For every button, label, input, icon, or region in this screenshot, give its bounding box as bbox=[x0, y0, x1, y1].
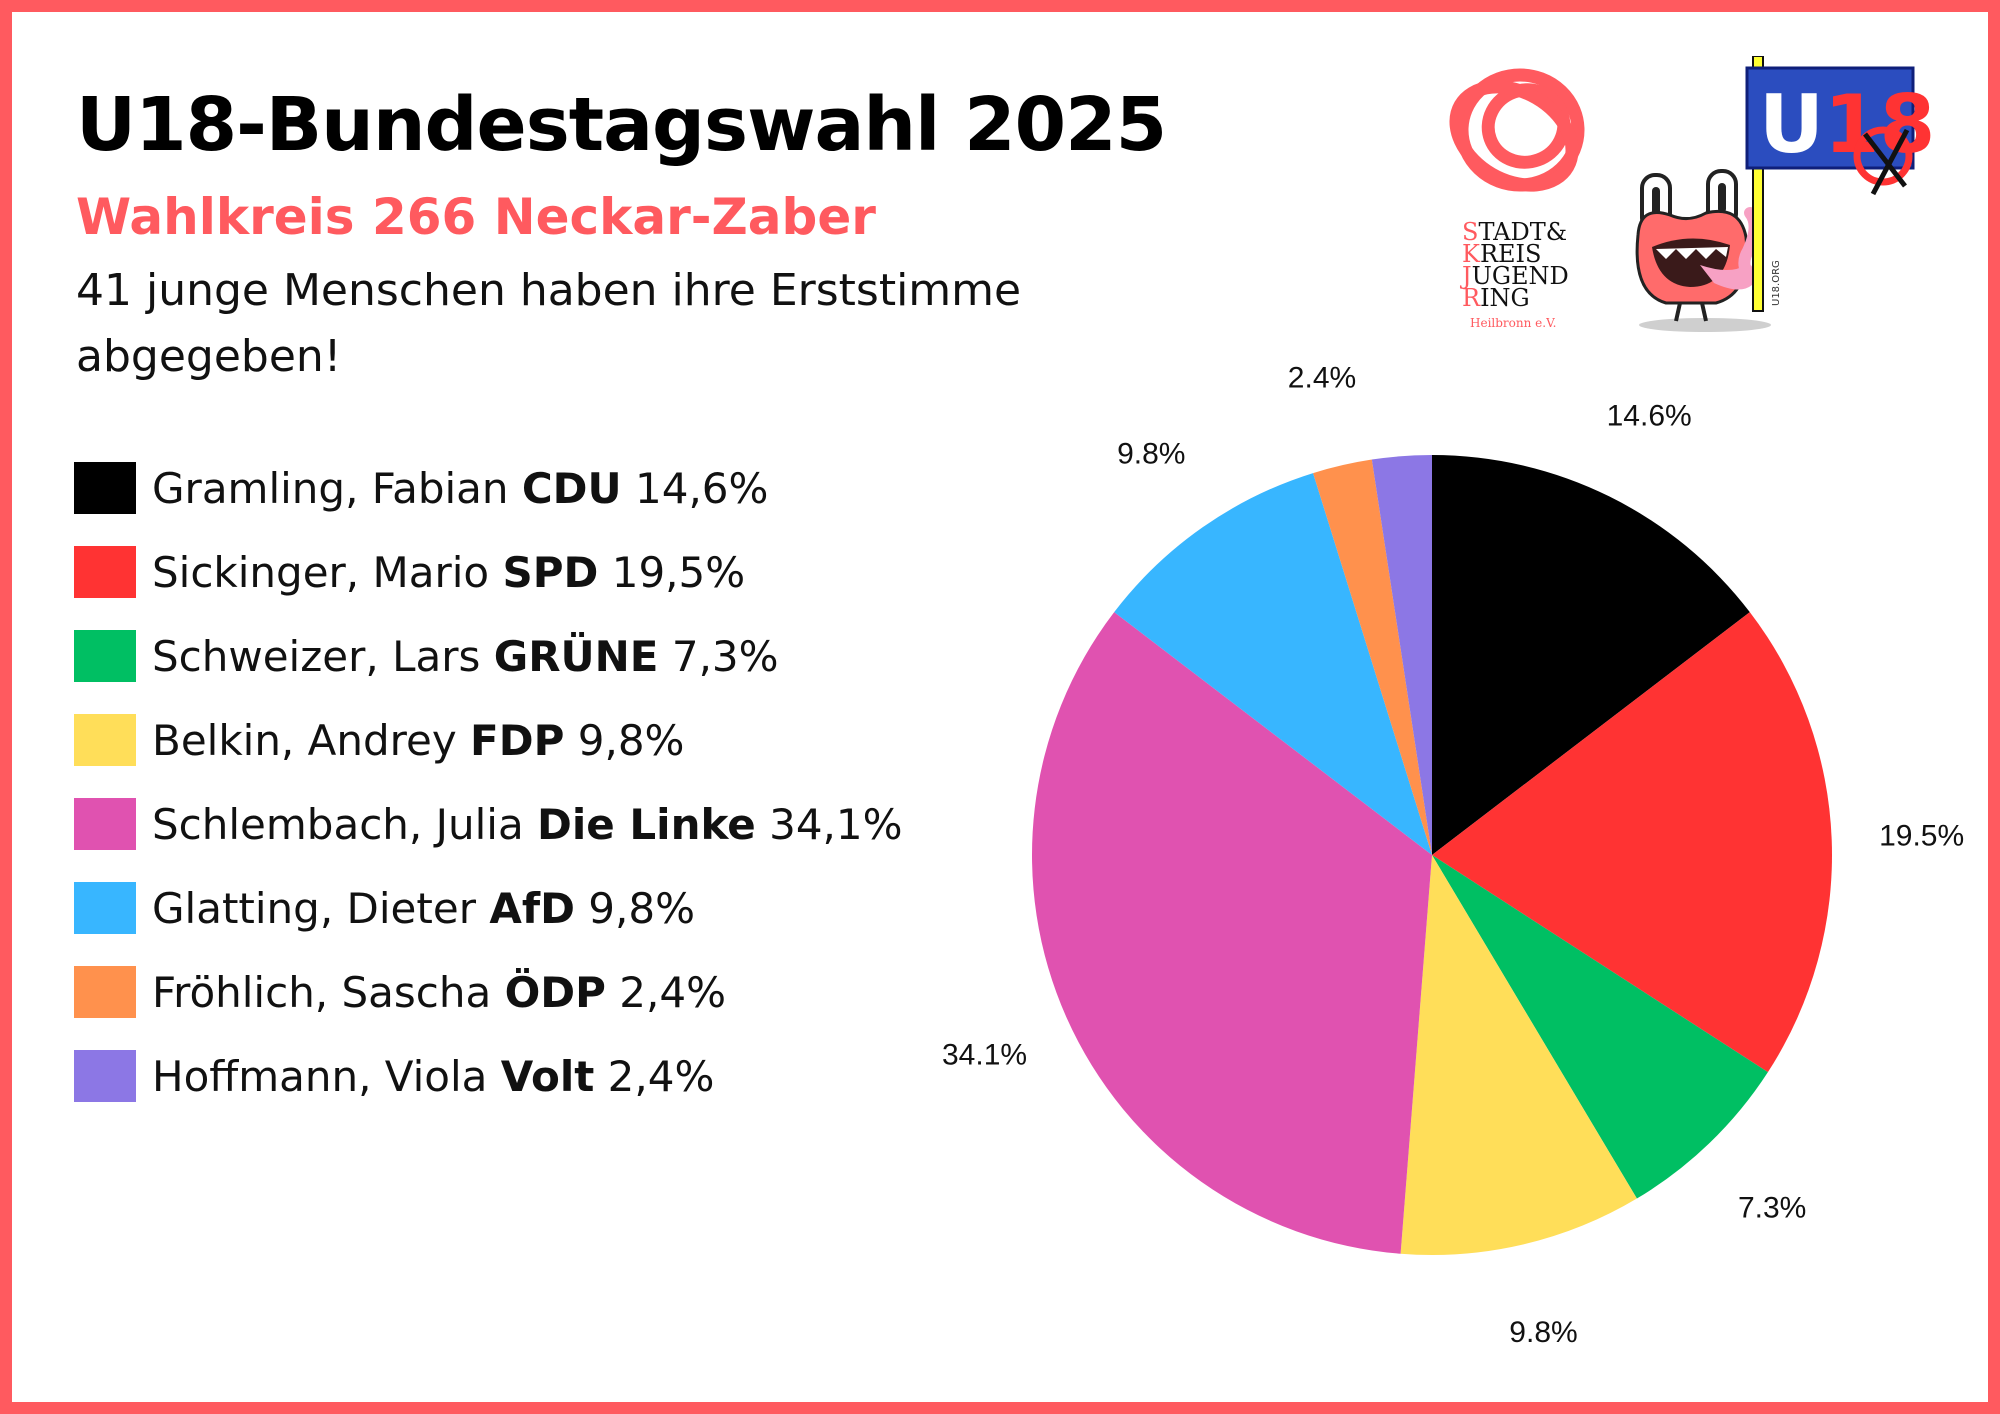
pie-data-label: 19.5% bbox=[1879, 820, 1964, 853]
legend-label: Belkin, Andrey FDP 9,8% bbox=[152, 716, 685, 765]
page-subtitle: Wahlkreis 266 Neckar-Zaber bbox=[76, 188, 876, 246]
jugendring-logo: STADT& KREIS JUGEND RING Heilbronn e.V. bbox=[1449, 68, 1585, 330]
description-text: 41 junge Menschen haben ihre Erststimme … bbox=[76, 265, 1022, 382]
legend-label: Schweizer, Lars GRÜNE 7,3% bbox=[152, 632, 779, 681]
legend-label: Schlembach, Julia Die Linke 34,1% bbox=[152, 800, 903, 849]
pie-slice bbox=[1432, 612, 1832, 1073]
pie-data-label: 7.3% bbox=[1738, 1192, 1806, 1225]
pie-data-label: 2.4% bbox=[1288, 362, 1356, 395]
u18-mascot-icon bbox=[1635, 169, 1771, 332]
legend-swatch bbox=[74, 630, 136, 682]
legend-swatch bbox=[74, 546, 136, 598]
pie-slice bbox=[1432, 855, 1768, 1199]
pie-slice bbox=[1032, 612, 1432, 1254]
pie-slice bbox=[1371, 455, 1432, 855]
legend-swatch bbox=[74, 798, 136, 850]
pie-slice bbox=[1400, 855, 1637, 1255]
legend-swatch bbox=[74, 714, 136, 766]
logo-line-3: JUGEND bbox=[1459, 262, 1569, 290]
legend-swatch bbox=[74, 882, 136, 934]
u18-sign-logo: U18 U18.ORG bbox=[1745, 56, 1935, 312]
pie-slice bbox=[1313, 459, 1432, 855]
pie-data-label: 14.6% bbox=[1607, 400, 1692, 433]
legend-label: Hoffmann, Viola Volt 2,4% bbox=[152, 1052, 715, 1101]
pie-data-label: 34.1% bbox=[942, 1039, 1027, 1072]
legend-label: Glatting, Dieter AfD 9,8% bbox=[152, 884, 696, 933]
jugendring-swirl-icon bbox=[1449, 68, 1585, 192]
pie-data-label: 9.8% bbox=[1117, 437, 1185, 470]
logo-place: Heilbronn e.V. bbox=[1470, 316, 1556, 330]
logo-line-2: KREIS bbox=[1462, 240, 1541, 268]
pie-data-label: 9.8% bbox=[1509, 1316, 1577, 1349]
legend-label: Fröhlich, Sascha ÖDP 2,4% bbox=[152, 968, 727, 1017]
logo-line-4: RING bbox=[1462, 284, 1530, 312]
legend-label: Sickinger, Mario SPD 19,5% bbox=[152, 548, 746, 597]
legend-swatch bbox=[74, 1050, 136, 1102]
page-title: U18-Bundestagswahl 2025 bbox=[76, 82, 1167, 168]
legend-swatch bbox=[74, 462, 136, 514]
legend-swatch bbox=[74, 966, 136, 1018]
logo-line-1: STADT& bbox=[1462, 218, 1567, 246]
u18-url: U18.ORG bbox=[1771, 260, 1782, 306]
legend-label: Gramling, Fabian CDU 14,6% bbox=[152, 464, 769, 513]
pie-slice bbox=[1432, 455, 1750, 855]
pie-slice bbox=[1114, 473, 1432, 855]
